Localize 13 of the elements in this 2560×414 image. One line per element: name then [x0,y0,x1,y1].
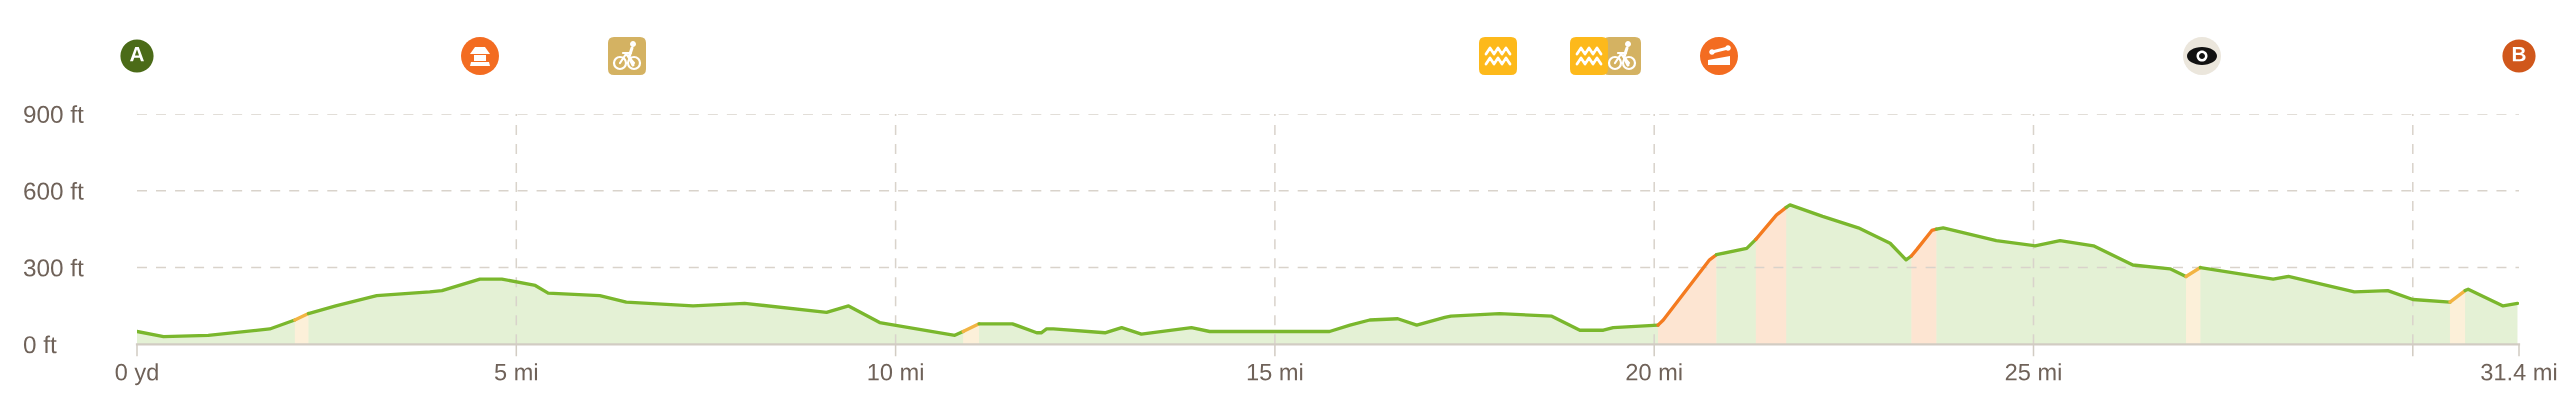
y-tick-label: 300 ft [23,258,84,277]
y-tick-label: 900 ft [24,105,84,124]
x-tick-label: 0 yd [115,363,158,386]
x-tick-label: 25 mi [2005,363,2061,381]
text: B [2512,47,2526,62]
x-tick-label: 15 mi [1247,363,1303,381]
y-tick-label: 0 ft [23,335,57,354]
x-tick-label: 20 mi [1626,363,1682,381]
y-tick-label: 600 ft [24,181,84,200]
text: A [129,47,144,62]
x-tick-label: 5 mi [494,363,538,381]
x-tick-label: 31.4 mi [2481,363,2557,381]
x-tick-label: 10 mi [868,363,923,381]
